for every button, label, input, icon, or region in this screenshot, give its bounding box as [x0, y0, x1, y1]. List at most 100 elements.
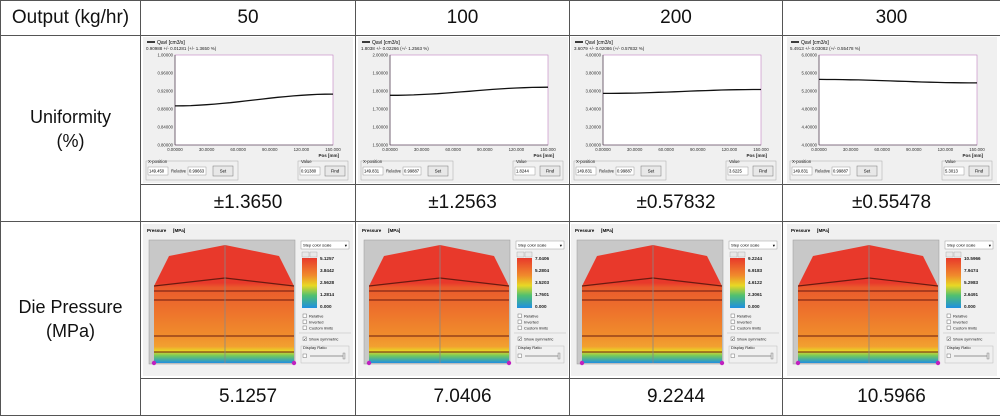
summary-text: 3.6079 +/- 0.02086 (+/- 0.57832 %) [574, 46, 645, 51]
pressure-value-row: 5.1257 7.0406 9.2244 10.5966 [1, 379, 1000, 416]
scale-left-button[interactable] [302, 252, 309, 257]
pressure-label: Die Pressure (MPa) [1, 222, 141, 416]
relative-value: 0.99887 [404, 169, 420, 174]
value-value: 5.3013 [945, 169, 958, 174]
x-tick-label: 150.000 [969, 147, 985, 152]
uniformity-label-line1: Uniformity [1, 105, 140, 129]
color-bar-label: 5.2983 [964, 280, 978, 285]
display-ratio-checkbox[interactable] [947, 354, 951, 358]
color-bar-label: 3.5203 [535, 280, 549, 285]
summary-text: 1.8038 +/- 0.02266 (+/- 1.2563 %) [361, 46, 429, 51]
slider-thumb[interactable] [558, 353, 560, 359]
value-value: 0.91380 [301, 169, 317, 174]
output-100: 100 [356, 1, 570, 36]
slider-thumb[interactable] [771, 353, 773, 359]
pressure-unit: [MPa] [601, 228, 614, 233]
corner-node [935, 361, 939, 365]
set-button-label: Set [434, 169, 441, 174]
pressure-contour [369, 245, 509, 363]
y-tick-label: 1.00000 [157, 53, 173, 58]
set-button-label: Set [648, 169, 655, 174]
y-tick-label: 4.40000 [801, 125, 817, 130]
checkbox-label: Custom limits [953, 326, 977, 331]
corner-node [506, 361, 510, 365]
display-ratio-checkbox[interactable] [731, 354, 735, 358]
relative-value: 0.99663 [189, 169, 205, 174]
display-ratio-checkbox[interactable] [518, 354, 522, 358]
x-axis-label: Pos [mm] [962, 153, 983, 158]
uniformity-value: ±1.3650 [141, 185, 356, 222]
x-tick-label: 0.00000 [811, 147, 827, 152]
slider-thumb[interactable] [987, 353, 989, 359]
pressure-title: Pressure [362, 228, 382, 233]
checkbox-label: Relative [953, 314, 968, 319]
plot-area [390, 55, 548, 145]
pressure-title: Pressure [575, 228, 595, 233]
checkbox-inverted[interactable] [518, 320, 522, 324]
y-tick-label: 5.60000 [801, 71, 817, 76]
check-icon: ✓ [518, 336, 521, 341]
value-label: Value [945, 159, 956, 164]
scale-right-button[interactable] [954, 252, 961, 257]
uniformity-label: Uniformity (%) [1, 36, 141, 222]
scale-left-button[interactable] [946, 252, 953, 257]
scale-right-button[interactable] [310, 252, 317, 257]
header-row: Output (kg/hr) 50 100 200 300 [1, 1, 1000, 36]
relative-value: 0.99887 [833, 169, 849, 174]
corner-node [580, 361, 584, 365]
checkbox-custom-limits[interactable] [731, 326, 735, 330]
scale-left-button[interactable] [517, 252, 524, 257]
checkbox-inverted[interactable] [731, 320, 735, 324]
checkbox-inverted[interactable] [303, 320, 307, 324]
y-tick-label: 4.80000 [801, 107, 817, 112]
slider-thumb[interactable] [343, 353, 345, 359]
checkbox-relative[interactable] [303, 314, 307, 318]
x-tick-label: 60.0000 [874, 147, 890, 152]
uniformity-value: ±0.55478 [783, 185, 1000, 222]
display-ratio-label: Display Ratio [303, 345, 327, 350]
x-axis-label: Pos [mm] [533, 153, 554, 158]
color-bar-label: 0.000 [748, 304, 760, 309]
x-tick-label: 60.0000 [658, 147, 674, 152]
checkbox-label: Relative [309, 314, 324, 319]
plot-area [819, 55, 977, 145]
pressure-value: 10.5966 [783, 379, 1000, 416]
checkbox-label: Relative [737, 314, 752, 319]
checkbox-label: Inverted [309, 320, 323, 325]
checkbox-inverted[interactable] [947, 320, 951, 324]
display-ratio-label: Display Ratio [947, 345, 971, 350]
checkbox-custom-limits[interactable] [947, 326, 951, 330]
value-value: 3.6225 [729, 169, 742, 174]
value-label: Value [729, 159, 740, 164]
y-tick-label: 1.90000 [372, 71, 388, 76]
pressure-contour [582, 245, 722, 363]
checkbox-relative[interactable] [518, 314, 522, 318]
color-bar-label: 5.2804 [535, 268, 549, 273]
scale-right-button[interactable] [738, 252, 745, 257]
checkbox-custom-limits[interactable] [303, 326, 307, 330]
checkbox-label: Relative [524, 314, 539, 319]
checkbox-custom-limits[interactable] [518, 326, 522, 330]
x-tick-label: 90.0000 [690, 147, 706, 152]
y-tick-label: 3.40000 [585, 107, 601, 112]
color-bar-label: 0.000 [535, 304, 547, 309]
checkbox-relative[interactable] [947, 314, 951, 318]
x-tick-label: 60.0000 [230, 147, 246, 152]
y-tick-label: 0.88000 [157, 107, 173, 112]
scale-left-button[interactable] [730, 252, 737, 257]
y-tick-label: 0.96000 [157, 71, 173, 76]
display-ratio-checkbox[interactable] [303, 354, 307, 358]
checkbox-label: Custom limits [524, 326, 548, 331]
uniformity-cell: Qavl [cm3/s]3.6079 +/- 0.02086 (+/- 0.57… [570, 36, 783, 185]
pressure-value: 7.0406 [356, 379, 570, 416]
pressure-contour [154, 245, 294, 363]
value-label: Value [301, 159, 312, 164]
x-tick-label: 150.000 [325, 147, 341, 152]
y-tick-label: 0.84000 [157, 125, 173, 130]
checkbox-relative[interactable] [731, 314, 735, 318]
pressure-title: Pressure [147, 228, 167, 233]
scale-right-button[interactable] [525, 252, 532, 257]
x-tick-label: 0.00000 [382, 147, 398, 152]
